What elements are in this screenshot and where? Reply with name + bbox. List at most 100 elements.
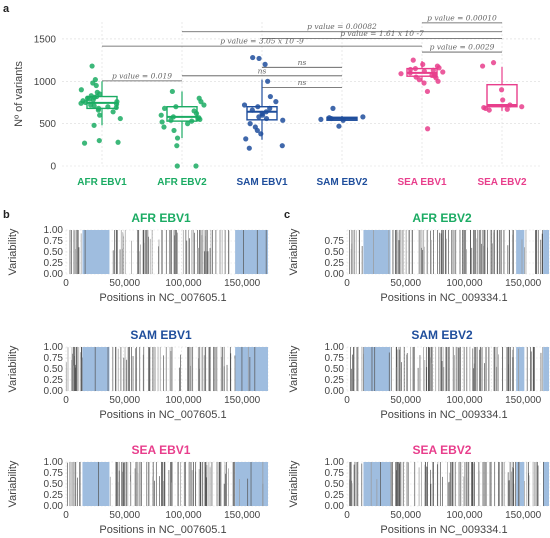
data-point xyxy=(425,126,431,132)
panel-label-a: a xyxy=(3,3,10,15)
variability-title: SAM EBV2 xyxy=(411,328,473,342)
data-point xyxy=(78,87,84,93)
comparison-label: ns xyxy=(258,66,267,75)
repeat-region xyxy=(235,347,268,391)
data-point xyxy=(78,100,84,106)
data-point xyxy=(412,65,419,72)
variability-plot-sam-ebv1: SAM EBV1 0.000.250.500.751.00 Variability 0… xyxy=(7,328,269,421)
variability-title: AFR EBV1 xyxy=(131,211,191,225)
variability-x-axis-label: Positions in NC_009334.1 xyxy=(380,292,507,304)
variability-x-axis-label: Positions in NC_007605.1 xyxy=(99,524,226,536)
variability-plot-sea-ebv1: SEA EBV1 0.000.250.500.751.00 Variability 0… xyxy=(7,443,269,536)
comparison-label: p value = 0.0029 xyxy=(430,43,495,52)
comparison-label: p value = 1.61 x 10 -7 xyxy=(340,29,424,38)
data-point xyxy=(258,131,264,137)
data-point xyxy=(280,117,286,123)
variability-x-axis-label: Positions in NC_009334.1 xyxy=(380,524,507,536)
repeat-region xyxy=(543,347,549,391)
data-point xyxy=(89,63,95,69)
data-point xyxy=(420,61,426,67)
data-point xyxy=(265,78,271,84)
y-tick-label: 0.50 xyxy=(44,364,64,375)
x-tick-label: 0 xyxy=(344,278,350,289)
data-point xyxy=(184,121,191,127)
y-tick-label: 0.00 xyxy=(325,269,345,280)
x-tick-label: 100,000 xyxy=(446,510,483,521)
variability-x-ticks: 0 50,000 100,000 150,000 xyxy=(63,278,260,289)
x-tick-label: 150,000 xyxy=(505,278,542,289)
box-group-sea-ebv1 xyxy=(398,57,446,132)
y-tick-label: 0.25 xyxy=(325,375,345,386)
y-tick-label: 0.00 xyxy=(325,386,345,397)
data-point xyxy=(490,60,497,66)
data-point xyxy=(262,61,268,67)
variability-y-ticks: 0.000.250.500.751.00 xyxy=(325,342,345,397)
data-point xyxy=(336,123,342,129)
boxplot-category-labels: AFR EBV1 AFR EBV2 SAM EBV1 SAM EBV2 SEA EBV1… xyxy=(77,177,527,188)
x-tick-label: 150,000 xyxy=(505,395,542,406)
data-point xyxy=(91,103,97,109)
x-tick-label: 0 xyxy=(63,395,69,406)
y-tick-label: 1.00 xyxy=(325,457,345,468)
comparison-label: p value = 3.05 x 10 -9 xyxy=(220,37,304,46)
repeat-region xyxy=(543,230,549,274)
variability-bars xyxy=(350,347,543,391)
data-point xyxy=(97,112,103,118)
data-point xyxy=(256,55,262,62)
variability-plot-sea-ebv2: SEA EBV2 0.000.250.500.751.00 Variability 0… xyxy=(288,443,550,536)
y-tick-label: 0.75 xyxy=(44,468,64,479)
variability-title: AFR EBV2 xyxy=(412,211,472,225)
x-tick-label: 50,000 xyxy=(109,510,140,521)
data-point xyxy=(93,82,99,89)
data-point xyxy=(161,105,168,111)
data-point xyxy=(115,139,121,145)
category-label: AFR EBV2 xyxy=(157,177,207,188)
y-tick-label: 1.00 xyxy=(44,457,64,468)
data-point xyxy=(189,118,195,124)
variability-y-ticks: 0.000.250.500.751.00 xyxy=(44,225,64,280)
data-point xyxy=(197,116,203,123)
data-point xyxy=(193,163,199,169)
category-label: SAM EBV1 xyxy=(236,177,288,188)
panel-label-c: c xyxy=(284,209,290,221)
data-point xyxy=(113,104,119,111)
variability-y-ticks: 0.000.250.500.751.00 xyxy=(325,457,345,512)
category-label: SEA EBV1 xyxy=(397,177,447,188)
variability-x-ticks: 0 50,000 100,000 150,000 xyxy=(344,278,541,289)
data-point xyxy=(519,104,525,110)
data-point xyxy=(243,136,249,142)
data-point xyxy=(421,68,427,74)
variability-bars xyxy=(65,347,256,391)
data-point xyxy=(340,117,346,123)
data-point xyxy=(105,104,111,110)
y-tick-label: 1000 xyxy=(34,77,57,88)
y-tick-label: 0.25 xyxy=(325,258,345,269)
variability-y-ticks: 0.000.250.500.751.00 xyxy=(44,457,64,512)
data-point xyxy=(273,99,279,105)
y-tick-label: 0.50 xyxy=(325,364,345,375)
data-point xyxy=(407,70,413,76)
data-point xyxy=(193,110,200,117)
x-tick-label: 150,000 xyxy=(505,510,542,521)
variability-title: SEA EBV2 xyxy=(413,443,472,457)
data-point xyxy=(161,124,167,130)
data-point xyxy=(318,116,324,123)
y-tick-label: 0.25 xyxy=(44,375,64,386)
data-point xyxy=(91,122,97,128)
y-tick-label: 0 xyxy=(50,162,56,173)
data-point xyxy=(424,88,431,95)
data-point xyxy=(173,104,179,110)
y-tick-label: 0.50 xyxy=(325,479,345,490)
category-label: AFR EBV1 xyxy=(77,177,127,188)
y-tick-label: 0.00 xyxy=(325,501,345,512)
box-group-afr-ebv1 xyxy=(78,63,123,146)
category-label: SEA EBV2 xyxy=(477,177,527,188)
data-point xyxy=(250,54,256,61)
box-iqr xyxy=(486,83,518,108)
data-point xyxy=(279,143,285,149)
x-tick-label: 50,000 xyxy=(390,278,421,289)
y-tick-label: 1.00 xyxy=(325,342,345,353)
y-tick-label: 0.75 xyxy=(44,353,64,364)
variability-bars xyxy=(348,462,544,506)
